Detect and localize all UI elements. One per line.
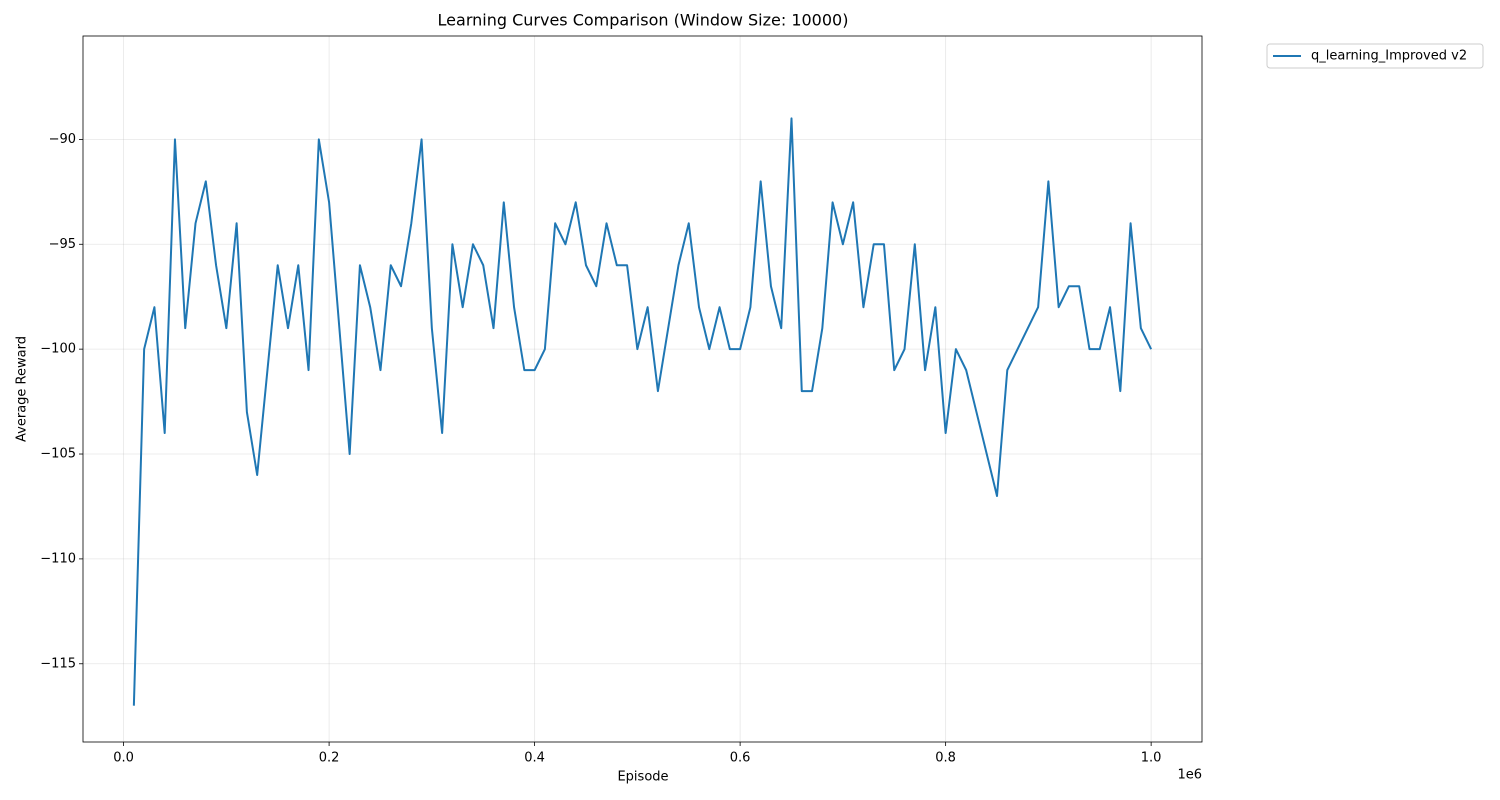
x-tick-label: 0.8 bbox=[935, 751, 956, 766]
x-offset-label: 1e6 bbox=[1177, 768, 1202, 783]
y-tick-label: −95 bbox=[49, 237, 76, 252]
chart-title: Learning Curves Comparison (Window Size:… bbox=[438, 11, 849, 30]
legend-box bbox=[1266, 43, 1484, 69]
plot-frame bbox=[82, 35, 1203, 743]
y-tick-label: −90 bbox=[49, 132, 76, 147]
legend-label: q_learning_Improved v2 bbox=[1311, 49, 1467, 64]
y-tick-label: −110 bbox=[40, 551, 76, 566]
y-tick-label: −100 bbox=[40, 342, 76, 357]
x-tick-label: 0.4 bbox=[524, 751, 545, 766]
x-axis-label: Episode bbox=[617, 770, 668, 785]
y-tick-label: −115 bbox=[40, 656, 76, 671]
y-axis-label: Average Reward bbox=[15, 336, 30, 442]
x-tick-label: 1.0 bbox=[1141, 751, 1162, 766]
x-tick-label: 0.6 bbox=[730, 751, 751, 766]
x-tick-label: 0.2 bbox=[319, 751, 340, 766]
y-tick-label: −105 bbox=[40, 447, 76, 462]
x-tick-label: 0.0 bbox=[113, 751, 134, 766]
data-line bbox=[132, 117, 1153, 706]
